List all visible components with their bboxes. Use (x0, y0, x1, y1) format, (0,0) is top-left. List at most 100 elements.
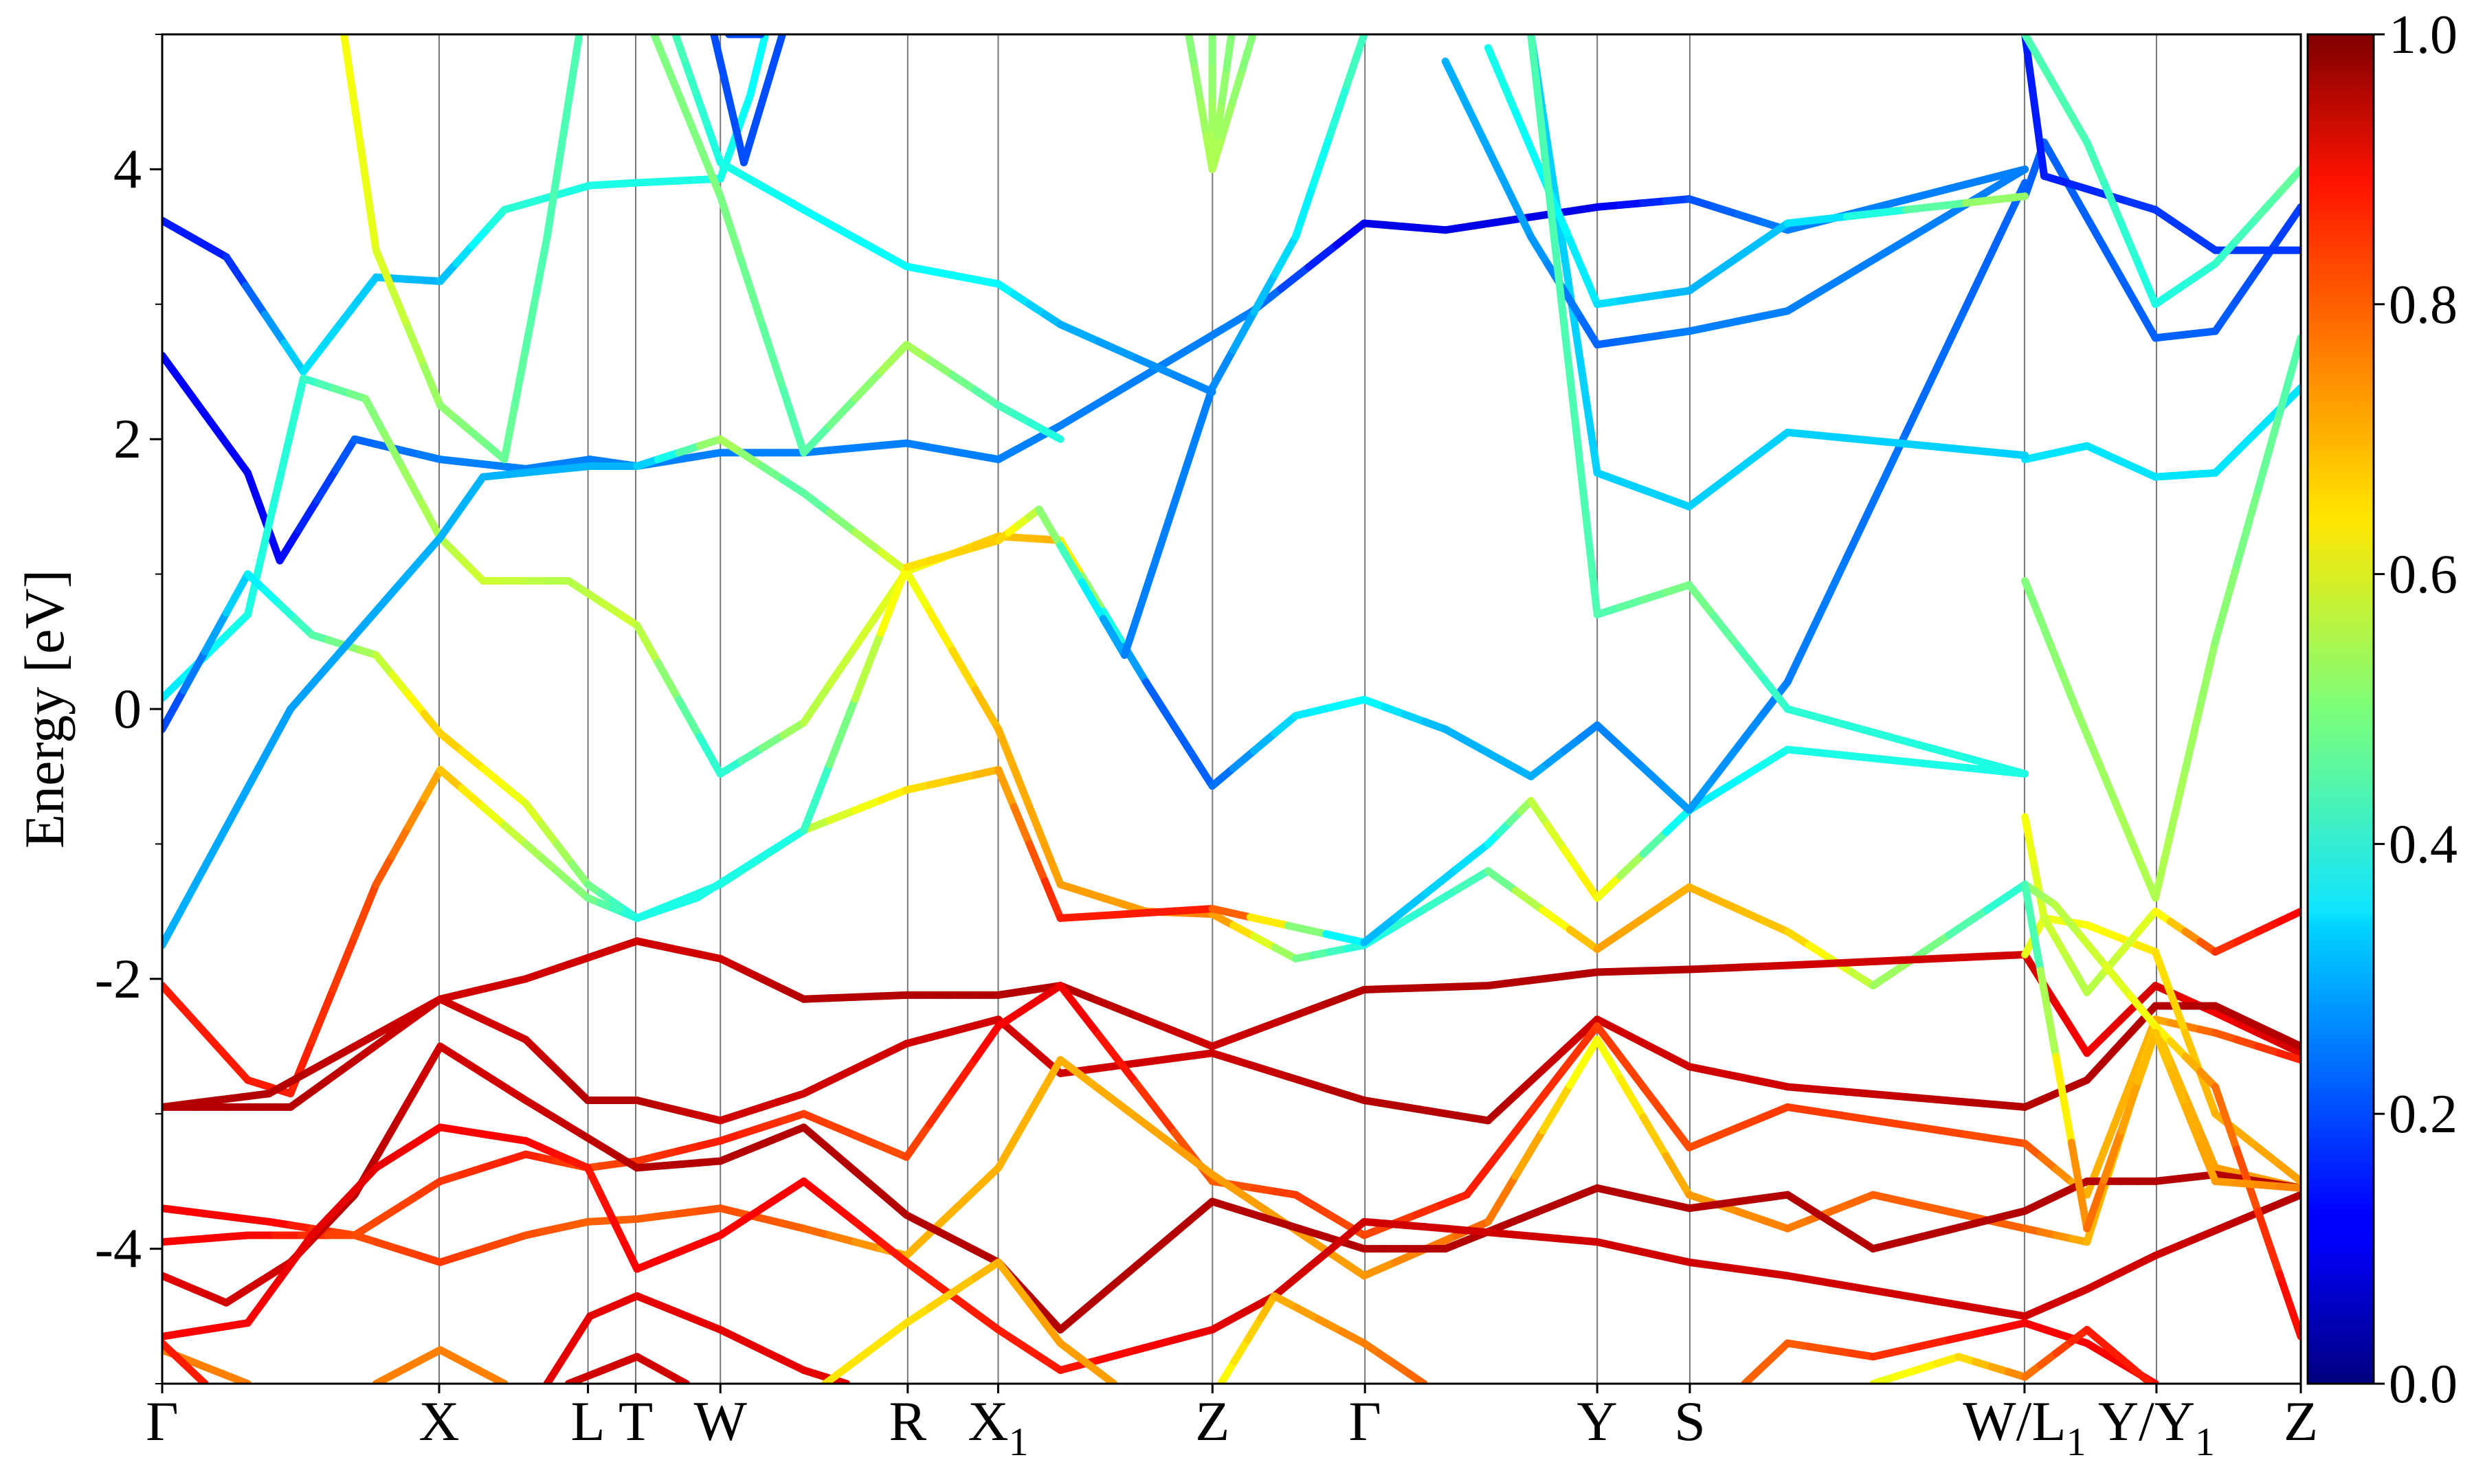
band-segment (1685, 883, 1718, 902)
band-segment (1710, 203, 1743, 218)
band-segment (506, 467, 541, 478)
band-segment (825, 993, 859, 1002)
band-segment (1735, 1113, 1767, 1132)
band-segment (825, 695, 859, 769)
band-segment (1685, 1062, 1718, 1076)
band-segment (201, 1028, 230, 1061)
band-segment (1759, 1268, 1792, 1280)
band-segment (1056, 1056, 1102, 1092)
band-segment (1010, 802, 1034, 848)
band-segment (948, 1273, 979, 1296)
x-tick-label-text: T (618, 1390, 653, 1452)
band-segment (1271, 233, 1300, 279)
band-segment (2036, 137, 2049, 180)
band-segment (1035, 505, 1065, 550)
band-segment (313, 465, 340, 504)
band-segment (825, 1064, 859, 1086)
band-segment (364, 192, 380, 254)
band-segment (700, 152, 724, 201)
band-line (543, 1292, 851, 1384)
band-segment (1391, 984, 1430, 993)
band-segment (1902, 1121, 1970, 1138)
band-segment (1593, 297, 1625, 308)
band-segment (500, 1025, 530, 1044)
band-segment (388, 285, 412, 332)
band-segment (2124, 197, 2159, 214)
band-segment (1479, 214, 1526, 228)
band-segment (420, 710, 445, 737)
band-line (650, 34, 1065, 457)
band-segment (2233, 486, 2262, 570)
x-tick-label-text: W (694, 1390, 748, 1452)
band-segment (1270, 1273, 1301, 1300)
band-segment (568, 860, 592, 888)
band-segment (436, 1042, 466, 1064)
band-segment (1293, 1255, 1324, 1281)
band-segment (1218, 98, 1237, 139)
band-segment (1945, 1216, 1991, 1234)
x-tick-label-text: Γ (146, 1390, 178, 1452)
band-segment (287, 1076, 332, 1111)
band-segment (1517, 1231, 1563, 1243)
band-segment (1422, 1106, 1461, 1120)
band-segment (1511, 108, 1547, 180)
band-segment (1208, 346, 1237, 392)
band-segment (710, 34, 726, 71)
band-segment (2275, 1270, 2301, 1340)
band-segment (1216, 1358, 1238, 1384)
band-segment (877, 1189, 911, 1219)
band-segment (185, 1097, 220, 1108)
band-segment (1208, 764, 1237, 790)
band-segment (1735, 312, 1767, 325)
band-segment (902, 262, 933, 275)
band-segment (1783, 1216, 1813, 1233)
band-segment (725, 94, 741, 135)
band-segment (948, 771, 979, 784)
band-segment (185, 1208, 220, 1219)
band-segment (1735, 1072, 1767, 1086)
band-segment (1441, 220, 1487, 234)
band-segment (1662, 1152, 1693, 1199)
band-segment (749, 94, 767, 135)
band-segment (1025, 802, 1049, 850)
band-segment (1902, 737, 1970, 762)
band-segment (2196, 1128, 2220, 1172)
band-segment (877, 786, 911, 805)
band-segment (851, 1132, 885, 1150)
band-segment (1616, 743, 1647, 772)
band-line (162, 34, 1368, 1098)
band-segment (308, 1214, 332, 1239)
band-segment (2233, 212, 2262, 245)
band-segment (1565, 236, 1601, 308)
band-segment (1593, 1238, 1625, 1251)
band-segment (1783, 271, 1851, 315)
band-segment (1462, 737, 1492, 757)
band-segment (2275, 334, 2301, 418)
band-segment (479, 802, 509, 829)
band-segment (1511, 975, 1547, 987)
band-segment (1133, 354, 1179, 379)
band-segment (162, 686, 188, 733)
band-segment (1902, 304, 1970, 436)
band-segment (716, 757, 746, 778)
band-segment (2100, 1103, 2126, 1155)
band-segment (1759, 745, 1792, 769)
band-line (1484, 44, 2029, 308)
band-segment (479, 1069, 509, 1091)
band-segment (1422, 886, 1461, 912)
band-segment (1783, 1103, 1851, 1121)
band-segment (877, 1238, 911, 1266)
band-segment (317, 320, 344, 352)
band-segment (372, 246, 397, 293)
band-segment (925, 267, 957, 280)
colorbar-tick-label: 0.6 (2389, 545, 2458, 605)
band-segment (543, 182, 559, 241)
band-segment (335, 297, 362, 328)
band-segment (2083, 138, 2108, 187)
band-segment (361, 1022, 407, 1057)
band-segment (1593, 1015, 1625, 1035)
band-segment (1759, 1191, 1792, 1202)
band-segment (800, 205, 834, 228)
band-segment (1685, 195, 1718, 211)
band-segment (2092, 752, 2120, 807)
